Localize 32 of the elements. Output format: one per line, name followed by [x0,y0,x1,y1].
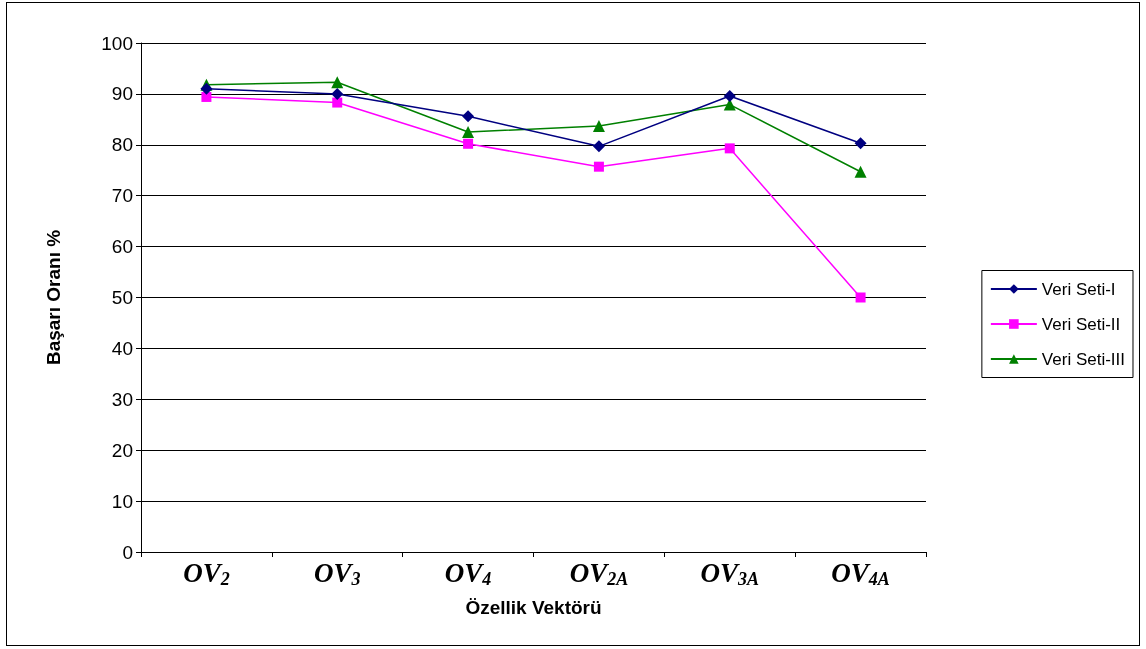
x-axis-title: Özellik Vektörü [465,597,602,618]
y-tick-label: 40 [111,337,133,359]
y-tick-label: 0 [122,541,133,563]
legend-label: Veri Seti-I [1041,279,1116,299]
point [592,119,605,132]
point [855,292,866,303]
point [462,110,475,123]
point [201,91,212,102]
legend-label: Veri Seti-II [1041,314,1121,334]
point [462,126,475,139]
y-axis-title: Başarı Oranı % [43,229,64,366]
point [331,87,344,100]
y-tick-label: 10 [111,490,133,512]
point [854,137,867,150]
point [200,82,213,95]
point [592,140,605,153]
y-tick-label: 60 [111,236,133,258]
y-tick-label: 80 [111,134,133,156]
point [723,89,736,102]
point [724,143,735,154]
y-tick-label: 30 [111,388,133,410]
point [331,76,344,89]
y-tick-label: 50 [111,287,133,308]
y-tick-label: 70 [111,185,133,207]
point [332,97,343,108]
y-tick-label: 100 [101,32,133,54]
point [854,165,867,178]
y-tick-label: 90 [111,83,133,105]
legend-label: Veri Seti-III [1041,349,1125,369]
point [463,138,474,149]
point [593,161,604,172]
y-tick-label: 20 [111,439,133,461]
